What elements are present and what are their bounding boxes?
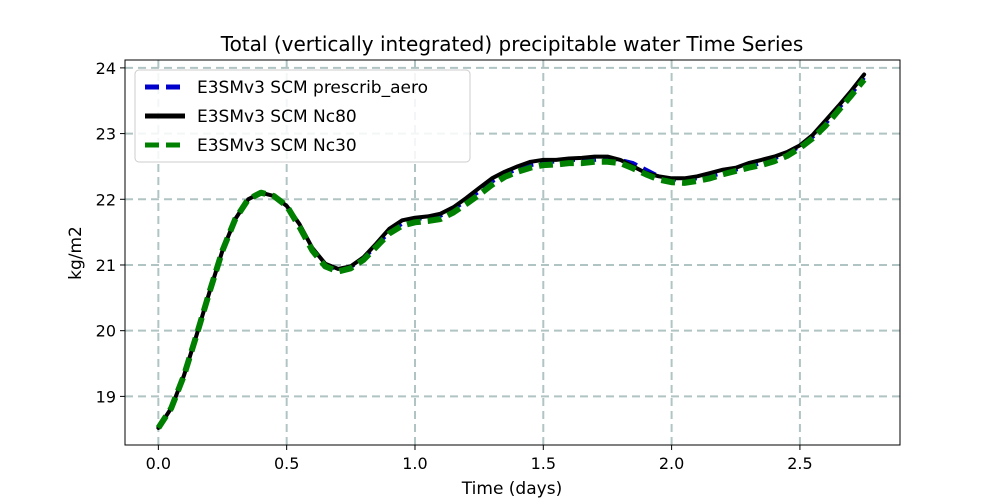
y-axis-label: kg/m2	[66, 226, 86, 280]
y-axis-ticks: 19 20 21 22 23 24	[96, 59, 125, 406]
chart-title: Total (vertically integrated) precipitab…	[220, 32, 804, 56]
legend-box	[134, 69, 471, 163]
x-tick-label: 1.5	[531, 454, 556, 473]
series-lines	[155, 72, 867, 430]
x-axis-ticks: 0.0 0.5 1.0 1.5 2.0 2.5	[146, 445, 813, 473]
x-axis-label: Time (days)	[461, 479, 562, 499]
legend-label: E3SMv3 SCM Nc30	[197, 136, 357, 156]
legend: E3SMv3 SCM prescrib_aero E3SMv3 SCM Nc80 E…	[134, 69, 471, 163]
series-line-2	[155, 77, 867, 430]
y-tick-label: 22	[96, 190, 116, 209]
x-tick-label: 1.0	[402, 454, 427, 473]
plot-area-frame	[124, 59, 901, 446]
legend-label: E3SMv3 SCM prescrib_aero	[197, 78, 428, 98]
legend-label: E3SMv3 SCM Nc80	[197, 107, 357, 127]
x-tick-label: 2.5	[787, 454, 812, 473]
y-tick-label: 21	[96, 256, 116, 275]
y-tick-label: 24	[96, 59, 116, 78]
x-tick-label: 2.0	[659, 454, 684, 473]
x-tick-label: 0.0	[146, 454, 171, 473]
x-tick-label: 0.5	[274, 454, 299, 473]
y-tick-label: 20	[96, 322, 116, 341]
y-tick-label: 19	[96, 387, 116, 406]
y-tick-label: 23	[96, 125, 116, 144]
